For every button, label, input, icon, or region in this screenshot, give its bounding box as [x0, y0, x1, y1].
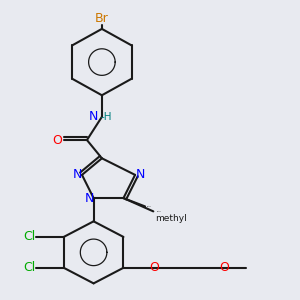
Text: methyl: methyl — [155, 214, 187, 223]
Text: Cl: Cl — [23, 230, 35, 243]
Text: N: N — [72, 168, 82, 182]
Text: O: O — [149, 261, 159, 274]
Text: Cl: Cl — [23, 261, 35, 274]
Text: methyl: methyl — [147, 206, 152, 207]
Text: -H: -H — [100, 112, 112, 122]
Text: N: N — [135, 168, 145, 181]
Text: methyl: methyl — [157, 211, 162, 212]
Text: O: O — [52, 134, 62, 146]
Text: O: O — [219, 261, 229, 274]
Text: Br: Br — [95, 12, 109, 25]
Text: N: N — [85, 192, 94, 205]
Text: N: N — [88, 110, 98, 123]
